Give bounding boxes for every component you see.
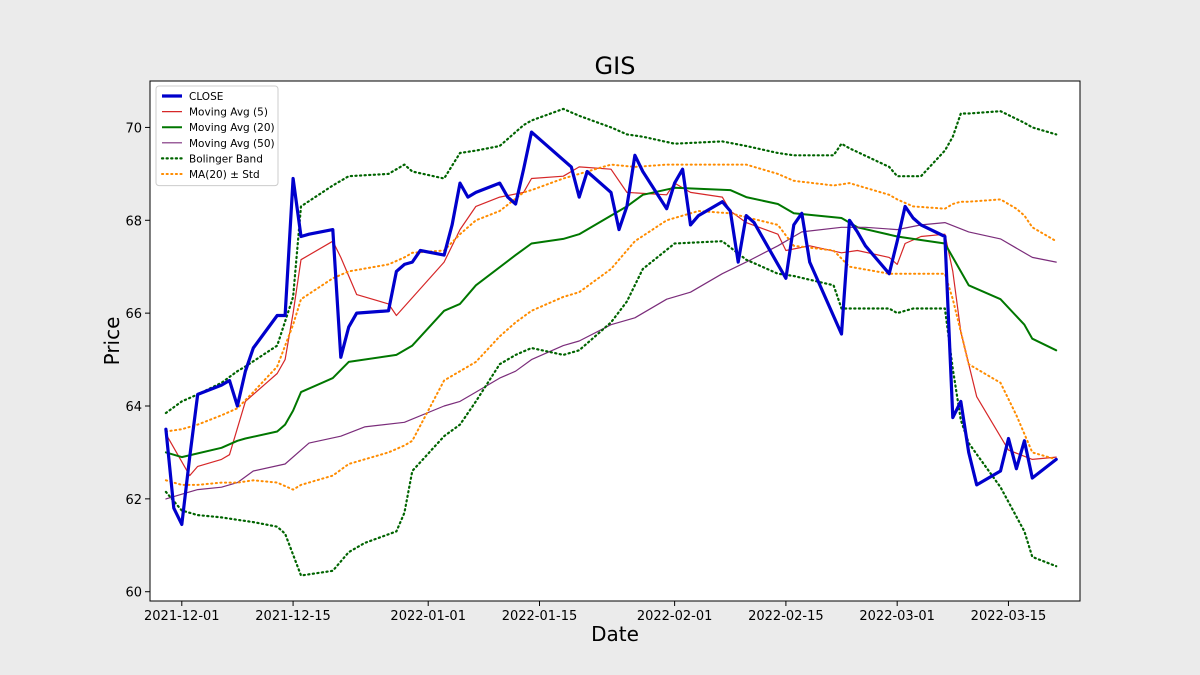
series-layer <box>164 107 1058 577</box>
legend-label-close: CLOSE <box>189 91 223 103</box>
x-tick-label: 2022-02-01 <box>637 609 713 624</box>
y-tick-label: 60 <box>125 586 142 601</box>
x-tick-label: 2022-02-15 <box>748 609 824 624</box>
y-tick-label: 68 <box>125 214 142 229</box>
legend-label-moving-avg-5: Moving Avg (5) <box>189 107 268 119</box>
legend-label-moving-avg-50: Moving Avg (50) <box>189 138 275 150</box>
series-line-bolinger-band-lower <box>164 240 1058 577</box>
series-line-close <box>164 130 1058 527</box>
x-tick-label: 2021-12-01 <box>144 609 220 624</box>
y-tick-label: 66 <box>125 307 142 322</box>
y-axis-ticks: 60 62 64 66 68 70 <box>125 121 150 601</box>
x-axis-label: Date <box>591 622 639 646</box>
plot-area <box>150 81 1080 601</box>
y-tick-label: 70 <box>125 121 142 136</box>
y-tick-label: 62 <box>125 493 142 508</box>
chart-title: GIS <box>595 52 636 80</box>
legend-label-moving-avg-20: Moving Avg (20) <box>189 122 275 134</box>
x-tick-label: 2022-01-15 <box>502 609 578 624</box>
x-axis-ticks: 2021-12-01 2021-12-15 2022-01-01 2022-01-15… <box>144 601 1046 624</box>
legend: CLOSE Moving Avg (5) Moving Avg (20) Moving… <box>155 85 279 187</box>
series-line-bolinger-band <box>164 107 1058 415</box>
legend-box <box>155 85 279 187</box>
x-tick-label: 2022-01-01 <box>390 609 466 624</box>
legend-label-bolinger-band: Bolinger Band <box>189 153 263 165</box>
x-tick-label: 2022-03-01 <box>859 609 935 624</box>
plot-frame <box>149 80 1081 602</box>
legend-label-ma-20-std: MA(20) ± Std <box>189 169 260 181</box>
x-tick-label: 2022-03-15 <box>971 609 1047 624</box>
series-line-moving-avg-20 <box>164 186 1058 459</box>
series-line-moving-avg-5 <box>165 166 1057 477</box>
y-axis-label: Price <box>100 317 124 366</box>
series-line-ma-20-std-lower <box>164 210 1058 491</box>
y-tick-label: 64 <box>125 400 142 415</box>
series-line-ma-20-std <box>164 163 1058 433</box>
x-tick-label: 2021-12-15 <box>255 609 331 624</box>
